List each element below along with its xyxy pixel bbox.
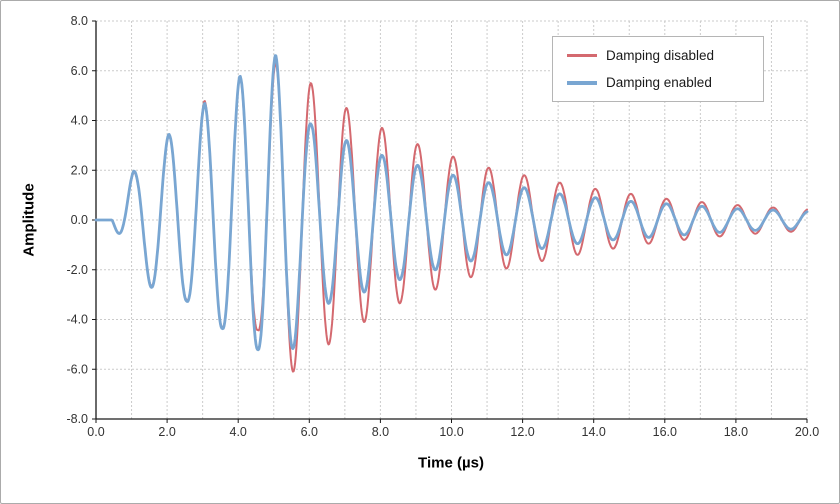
- x-tick-label: 0.0: [87, 425, 104, 439]
- legend-item-damping-enabled: Damping enabled: [567, 75, 749, 90]
- legend-label-damping-enabled: Damping enabled: [606, 75, 712, 90]
- x-axis-title: Time (µs): [418, 454, 484, 472]
- y-tick-label: -2.0: [66, 263, 88, 277]
- y-tick-label: 0.0: [71, 213, 88, 227]
- y-tick-label: 4.0: [71, 114, 88, 128]
- x-tick-label: 2.0: [158, 425, 175, 439]
- x-tick-label: 12.0: [510, 425, 534, 439]
- legend-swatch-damping-enabled: [567, 80, 597, 85]
- x-tick-label: 4.0: [230, 425, 247, 439]
- legend-label-damping-disabled: Damping disabled: [606, 48, 715, 63]
- legend-item-damping-disabled: Damping disabled: [567, 48, 749, 63]
- y-tick-label: -6.0: [66, 362, 88, 376]
- x-tick-label: 16.0: [653, 425, 677, 439]
- x-tick-label: 10.0: [439, 425, 463, 439]
- x-tick-label: 20.0: [795, 425, 819, 439]
- x-tick-label: 6.0: [301, 425, 318, 439]
- x-tick-label: 8.0: [372, 425, 389, 439]
- legend-swatch-damping-disabled: [567, 54, 597, 57]
- y-tick-label: -4.0: [66, 313, 88, 327]
- series-line-damping-enabled: [94, 54, 809, 352]
- x-tick-label: 14.0: [582, 425, 606, 439]
- y-tick-label: 2.0: [71, 163, 88, 177]
- y-tick-label: -8.0: [66, 412, 88, 426]
- y-axis-title: Amplitude: [20, 183, 38, 257]
- legend: Damping disabled Damping enabled: [552, 36, 764, 102]
- y-tick-label: 6.0: [71, 64, 88, 78]
- y-tick-label: 8.0: [71, 14, 88, 28]
- x-tick-label: 18.0: [724, 425, 748, 439]
